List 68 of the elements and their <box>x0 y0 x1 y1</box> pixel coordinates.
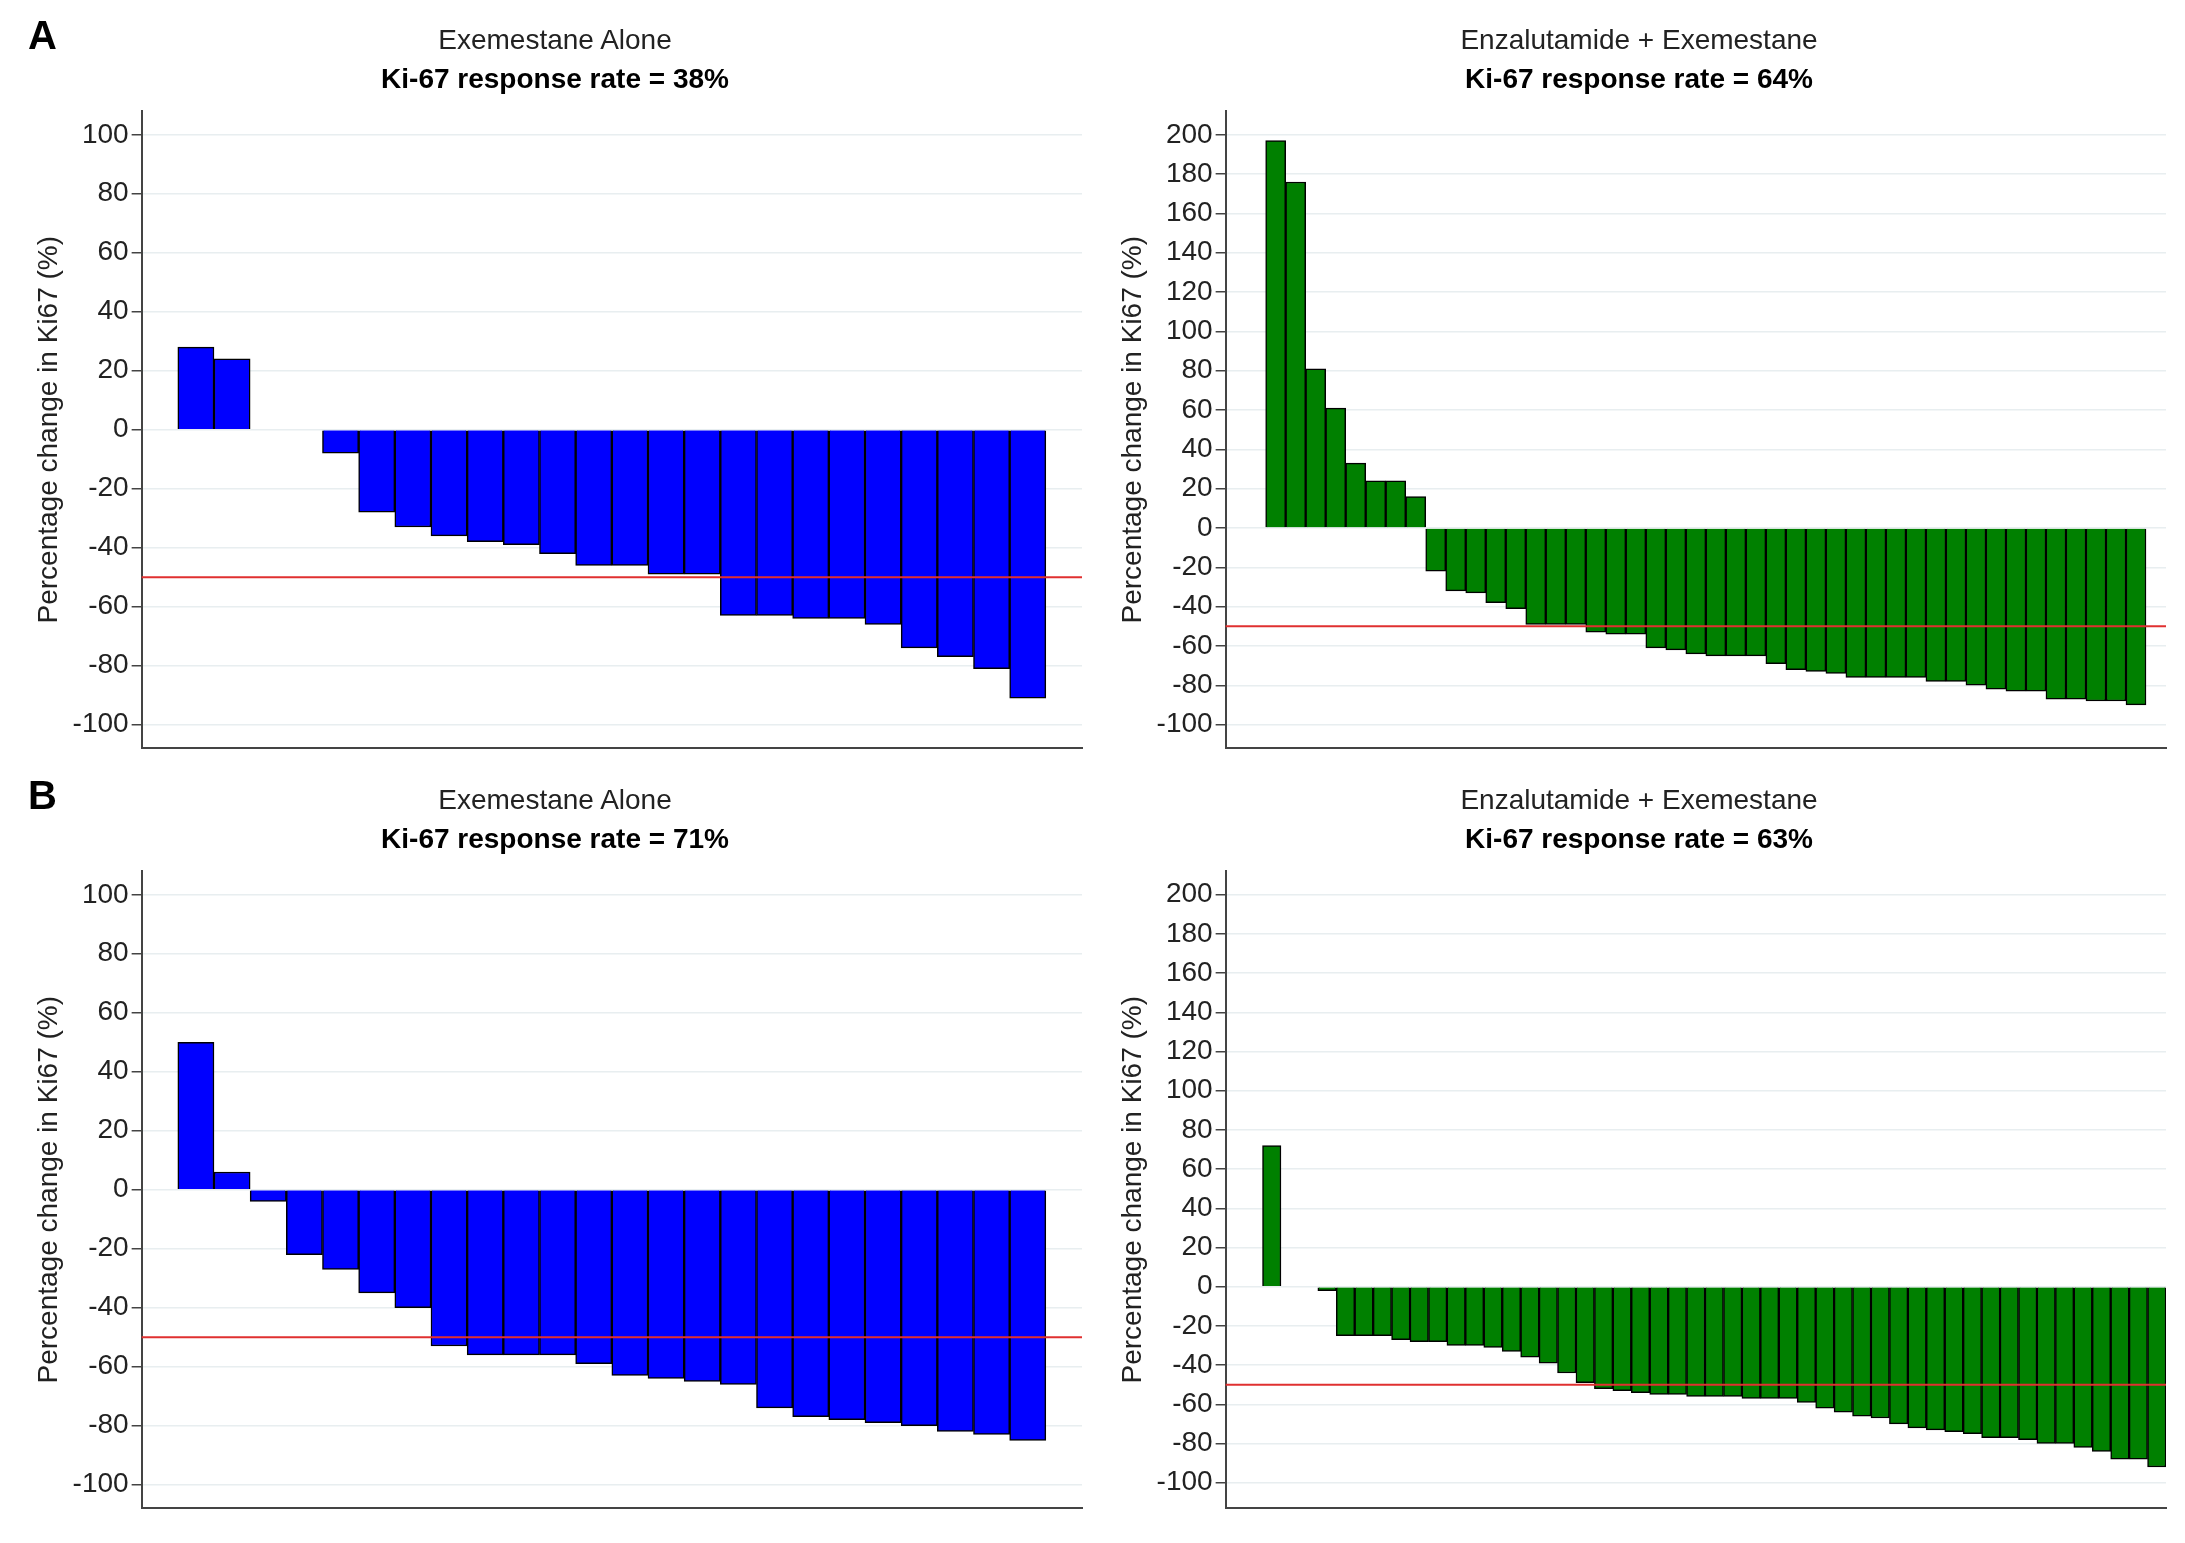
y-tick-label: 0 <box>1197 510 1213 542</box>
y-tick-label: -80 <box>1172 1426 1213 1458</box>
y-tick-label: -80 <box>88 1408 129 1440</box>
y-tick-label: 100 <box>1165 314 1213 346</box>
y-tick-label: 100 <box>1165 1073 1213 1105</box>
y-tick-label: -40 <box>88 1290 129 1322</box>
y-tick-label: -60 <box>1172 628 1213 660</box>
y-axis-title: Percentage change in Ki67 (%) <box>1115 235 1147 624</box>
y-tick-label: 20 <box>1181 1230 1213 1262</box>
y-tick-label: 60 <box>97 235 129 267</box>
y-tick-label: -100 <box>1156 707 1213 739</box>
text: B <box>28 773 57 818</box>
y-tick-label: -40 <box>1172 1347 1213 1379</box>
y-tick-label: 0 <box>113 1172 129 1204</box>
chart-title: Enzalutamide + Exemestane <box>1460 23 1818 55</box>
y-tick-label: -100 <box>1156 1465 1213 1497</box>
y-tick-label: 140 <box>1165 995 1213 1027</box>
y-tick-label: 80 <box>97 936 129 968</box>
y-tick-label: 40 <box>97 1054 129 1086</box>
chart-subtitle: Ki-67 response rate = 71% <box>381 823 730 855</box>
chart-title: Enzalutamide + Exemestane <box>1460 783 1818 815</box>
y-tick-label: 140 <box>1165 235 1213 267</box>
y-tick-label: -100 <box>72 1467 129 1499</box>
y-tick-label: 0 <box>1197 1269 1213 1301</box>
y-tick-label: 40 <box>97 294 129 326</box>
y-axis-title: Percentage change in Ki67 (%) <box>1115 995 1147 1384</box>
y-tick-label: 100 <box>81 877 129 909</box>
y-tick-label: 120 <box>1165 274 1213 306</box>
y-tick-label: 80 <box>97 176 129 208</box>
y-tick-label: 40 <box>1181 1191 1213 1223</box>
y-tick-label: 180 <box>1165 156 1213 188</box>
y-tick-label: -20 <box>88 471 129 503</box>
chart-subtitle: Ki-67 response rate = 63% <box>1465 823 1814 855</box>
y-tick-label: -60 <box>1172 1387 1213 1419</box>
y-tick-label: 100 <box>81 117 129 149</box>
y-tick-label: 60 <box>97 995 129 1027</box>
y-tick-label: -20 <box>1172 550 1213 582</box>
y-tick-label: 60 <box>1181 1151 1213 1183</box>
y-tick-label: 200 <box>1165 117 1213 149</box>
chart-subtitle: Ki-67 response rate = 64% <box>1465 63 1814 95</box>
chart-title: Exemestane Alone <box>438 783 672 815</box>
chart-title: Exemestane Alone <box>438 23 672 55</box>
text: A <box>28 13 57 58</box>
y-tick-label: 80 <box>1181 353 1213 385</box>
y-tick-label: -40 <box>88 530 129 562</box>
y-tick-label: 20 <box>97 353 129 385</box>
y-tick-label: 160 <box>1165 955 1213 987</box>
y-tick-label: 60 <box>1181 392 1213 424</box>
y-tick-label: -100 <box>72 707 129 739</box>
y-tick-label: 200 <box>1165 877 1213 909</box>
y-tick-label: 120 <box>1165 1034 1213 1066</box>
y-tick-label: 160 <box>1165 196 1213 228</box>
y-tick-label: 80 <box>1181 1112 1213 1144</box>
y-tick-label: -80 <box>1172 668 1213 700</box>
y-tick-label: -60 <box>88 1349 129 1381</box>
y-tick-label: -60 <box>88 589 129 621</box>
y-tick-label: -20 <box>88 1231 129 1263</box>
y-tick-label: 20 <box>1181 471 1213 503</box>
chart-subtitle: Ki-67 response rate = 38% <box>381 63 730 95</box>
y-axis-title: Percentage change in Ki67 (%) <box>31 995 63 1384</box>
y-tick-label: 40 <box>1181 432 1213 464</box>
y-tick-label: -20 <box>1172 1308 1213 1340</box>
y-tick-label: -40 <box>1172 589 1213 621</box>
y-tick-label: 0 <box>113 412 129 444</box>
y-tick-label: -80 <box>88 648 129 680</box>
y-tick-label: 180 <box>1165 916 1213 948</box>
y-axis-title: Percentage change in Ki67 (%) <box>31 235 63 624</box>
y-tick-label: 20 <box>97 1113 129 1145</box>
